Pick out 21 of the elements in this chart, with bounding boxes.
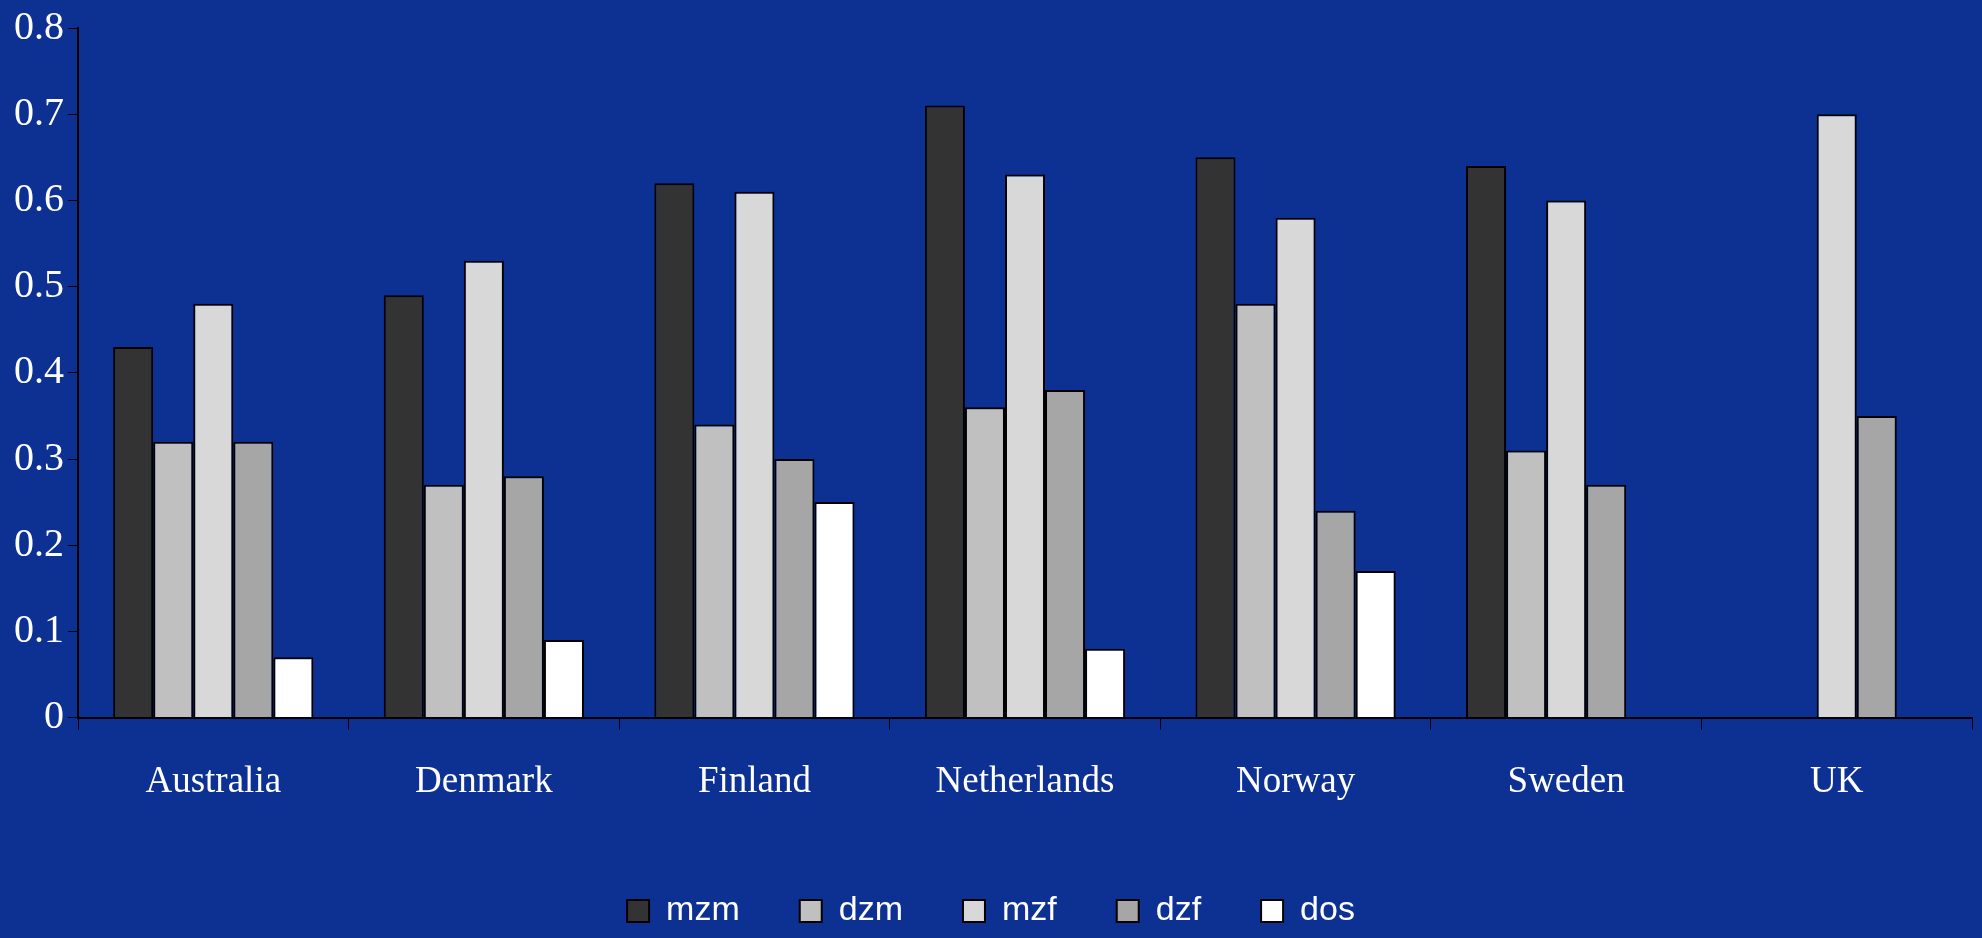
x-tick-label: Norway <box>1235 758 1356 800</box>
legend-label: dzm <box>838 889 903 928</box>
y-tick-label: 0.1 <box>14 605 64 651</box>
x-tick-label: Denmark <box>415 758 554 800</box>
y-tick-label: 0.7 <box>14 88 64 134</box>
legend-label: dzf <box>1155 889 1202 928</box>
y-tick-label: 0.4 <box>14 347 64 393</box>
y-tick-label: 0.6 <box>14 174 64 220</box>
y-tick-label: 0.3 <box>14 433 64 479</box>
legend-label: dos <box>1300 889 1355 928</box>
x-tick-label: Finland <box>697 758 812 800</box>
y-tick-label: 0 <box>44 692 64 738</box>
y-tick-label: 0.2 <box>14 519 64 565</box>
y-tick-label: 0.5 <box>14 261 64 307</box>
legend-label: mzm <box>666 889 740 928</box>
legend-label: mzf <box>1001 889 1058 928</box>
x-tick-label: Sweden <box>1507 758 1625 800</box>
x-tick-label: UK <box>1809 758 1864 800</box>
y-tick-label: 0.8 <box>14 2 64 48</box>
x-tick-label: Netherlands <box>935 758 1115 800</box>
x-tick-label: Australia <box>145 758 282 800</box>
